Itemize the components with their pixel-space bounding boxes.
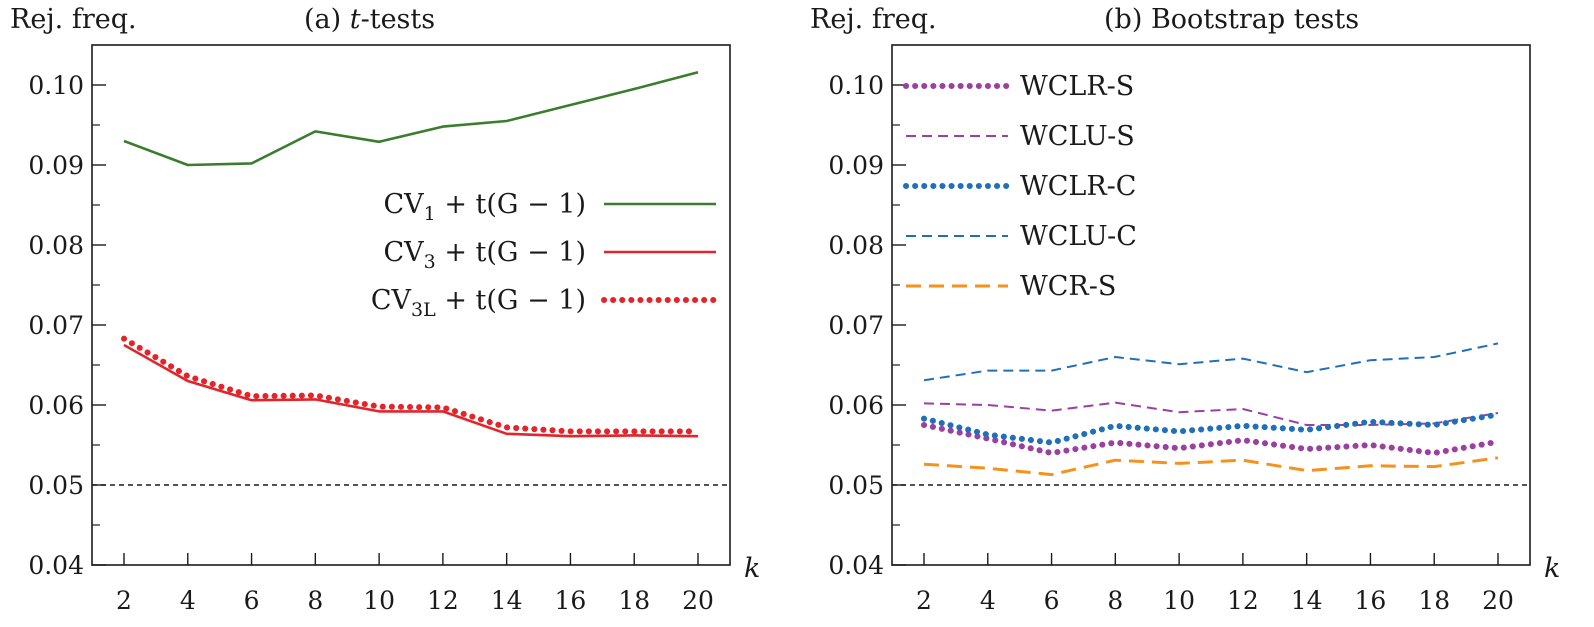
- legend-label-subscript: 3: [424, 251, 436, 273]
- chart-title-text: -tests: [361, 4, 436, 35]
- x-axis-label: k: [1544, 553, 1560, 584]
- legend-label-suffix: + t(G − 1): [436, 189, 586, 220]
- x-tick-label: 6: [1044, 586, 1060, 615]
- x-tick-label: 2: [916, 586, 932, 615]
- legend-label-suffix: + t(G − 1): [436, 285, 586, 316]
- x-tick-label: 18: [1418, 586, 1450, 615]
- x-axis-label: k: [744, 553, 760, 584]
- x-tick-label: 12: [1227, 586, 1259, 615]
- y-tick-label: 0.07: [828, 311, 884, 340]
- series-line-0: [921, 422, 1501, 456]
- x-tick-label: 14: [1291, 586, 1323, 615]
- x-tick-label: 8: [307, 586, 323, 615]
- y-tick-label: 0.10: [28, 71, 84, 100]
- legend-label: CV1 + t(G − 1): [383, 189, 586, 225]
- y-tick-label: 0.04: [28, 551, 84, 580]
- legend-label-base: CV: [371, 285, 412, 316]
- legend-label: WCLR-S: [1020, 71, 1134, 102]
- legend-label: WCLU-C: [1020, 221, 1137, 252]
- chart-title: (a) t-tests: [304, 4, 435, 35]
- x-tick-label: 8: [1107, 586, 1123, 615]
- series-line-2: [121, 335, 701, 435]
- x-tick-label: 2: [116, 586, 132, 615]
- x-tick-label: 20: [1482, 586, 1514, 615]
- series-line-3: [923, 342, 1499, 382]
- y-axis-label: Rej. freq.: [10, 4, 137, 35]
- y-tick-label: 0.08: [828, 231, 884, 260]
- legend-label-base: CV: [383, 237, 424, 268]
- legend-label-subscript: 3L: [411, 299, 436, 321]
- series-line-1: [923, 401, 1499, 426]
- x-tick-label: 6: [244, 586, 260, 615]
- series-line-2: [921, 411, 1501, 446]
- chart-title-italic: t: [350, 4, 361, 35]
- y-tick-label: 0.04: [828, 551, 884, 580]
- x-tick-label: 20: [682, 586, 714, 615]
- y-tick-label: 0.06: [828, 391, 884, 420]
- y-tick-label: 0.06: [28, 391, 84, 420]
- x-tick-label: 16: [1355, 586, 1387, 615]
- legend-label-subscript: 1: [424, 203, 436, 225]
- chart-panel-b: 0.04 0.05 0.06 0.07 0.08 0.09 0.10 2 4 6 8 10 12 14 16…: [810, 4, 1560, 615]
- plot-frame: [891, 44, 1531, 566]
- y-tick-label: 0.07: [28, 311, 84, 340]
- chart-panel-a: 0.04 0.05 0.06 0.07 0.08 0.09 0.10 2 4 6 8 10 12 14 16…: [10, 4, 760, 615]
- y-tick-label: 0.08: [28, 231, 84, 260]
- x-tick-label: 10: [363, 586, 395, 615]
- y-tick-label: 0.05: [28, 471, 84, 500]
- legend-label: WCLR-C: [1020, 171, 1136, 202]
- legend-label: WCR-S: [1020, 271, 1116, 302]
- legend-label-suffix: + t(G − 1): [436, 237, 586, 268]
- chart-title-panel-label: (b): [1104, 4, 1151, 35]
- legend-label: WCLU-S: [1020, 121, 1135, 152]
- x-tick-label: 12: [427, 586, 459, 615]
- legend-label: CV3L + t(G − 1): [371, 285, 586, 321]
- y-tick-label: 0.09: [28, 151, 84, 180]
- y-tick-label: 0.09: [828, 151, 884, 180]
- x-tick-label: 10: [1163, 586, 1195, 615]
- x-tick-label: 18: [618, 586, 650, 615]
- y-tick-label: 0.05: [828, 471, 884, 500]
- y-tick-label: 0.10: [828, 71, 884, 100]
- chart-title-text: Bootstrap tests: [1151, 4, 1359, 35]
- series-line-1: [123, 343, 699, 438]
- legend-label: CV3 + t(G − 1): [383, 237, 586, 273]
- chart-title: (b) Bootstrap tests: [1104, 4, 1359, 35]
- series-line-0: [123, 70, 699, 167]
- x-tick-label: 4: [980, 586, 996, 615]
- plot-frame: [91, 44, 731, 566]
- series-line-4: [923, 456, 1499, 477]
- x-tick-label: 14: [491, 586, 523, 615]
- chart-title-panel-label: (a): [304, 4, 350, 35]
- x-tick-label: 16: [555, 586, 587, 615]
- x-tick-label: 4: [180, 586, 196, 615]
- legend-label-base: CV: [383, 189, 424, 220]
- y-axis-label: Rej. freq.: [810, 4, 937, 35]
